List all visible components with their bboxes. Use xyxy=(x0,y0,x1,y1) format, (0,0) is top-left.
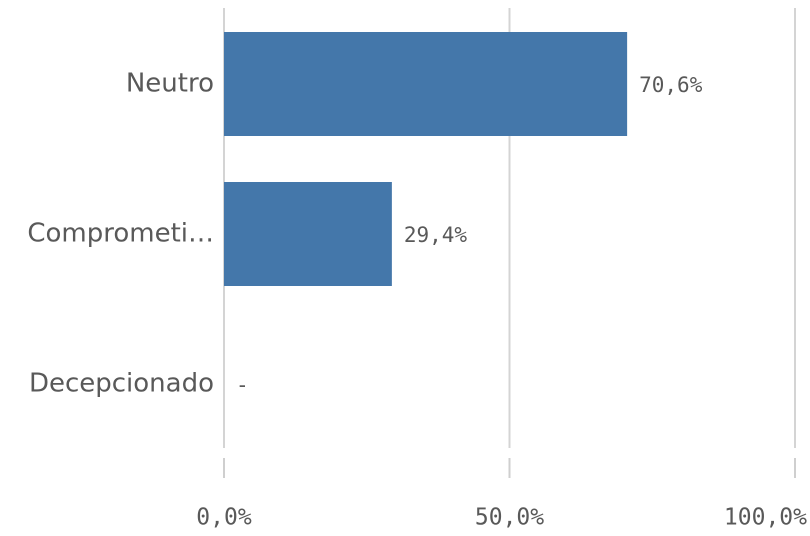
x-tick-label: 100,0% xyxy=(724,505,807,531)
data-label: - xyxy=(236,373,249,397)
x-tick-labels: 0,0% 50,0% 100,0% xyxy=(196,505,807,531)
data-label: 29,4% xyxy=(404,223,468,247)
x-tick-label: 50,0% xyxy=(475,505,544,531)
category-label: Comprometi… xyxy=(27,219,214,249)
bars xyxy=(224,32,628,286)
category-labels: Neutro Comprometi… Decepcionado xyxy=(27,69,214,399)
bar xyxy=(224,32,628,136)
category-label: Decepcionado xyxy=(29,369,214,399)
bar xyxy=(224,182,392,286)
x-tick-label: 0,0% xyxy=(196,505,252,531)
data-label: 70,6% xyxy=(639,73,703,97)
category-label: Neutro xyxy=(126,69,214,99)
data-labels: 70,6% 29,4% - xyxy=(236,73,703,397)
